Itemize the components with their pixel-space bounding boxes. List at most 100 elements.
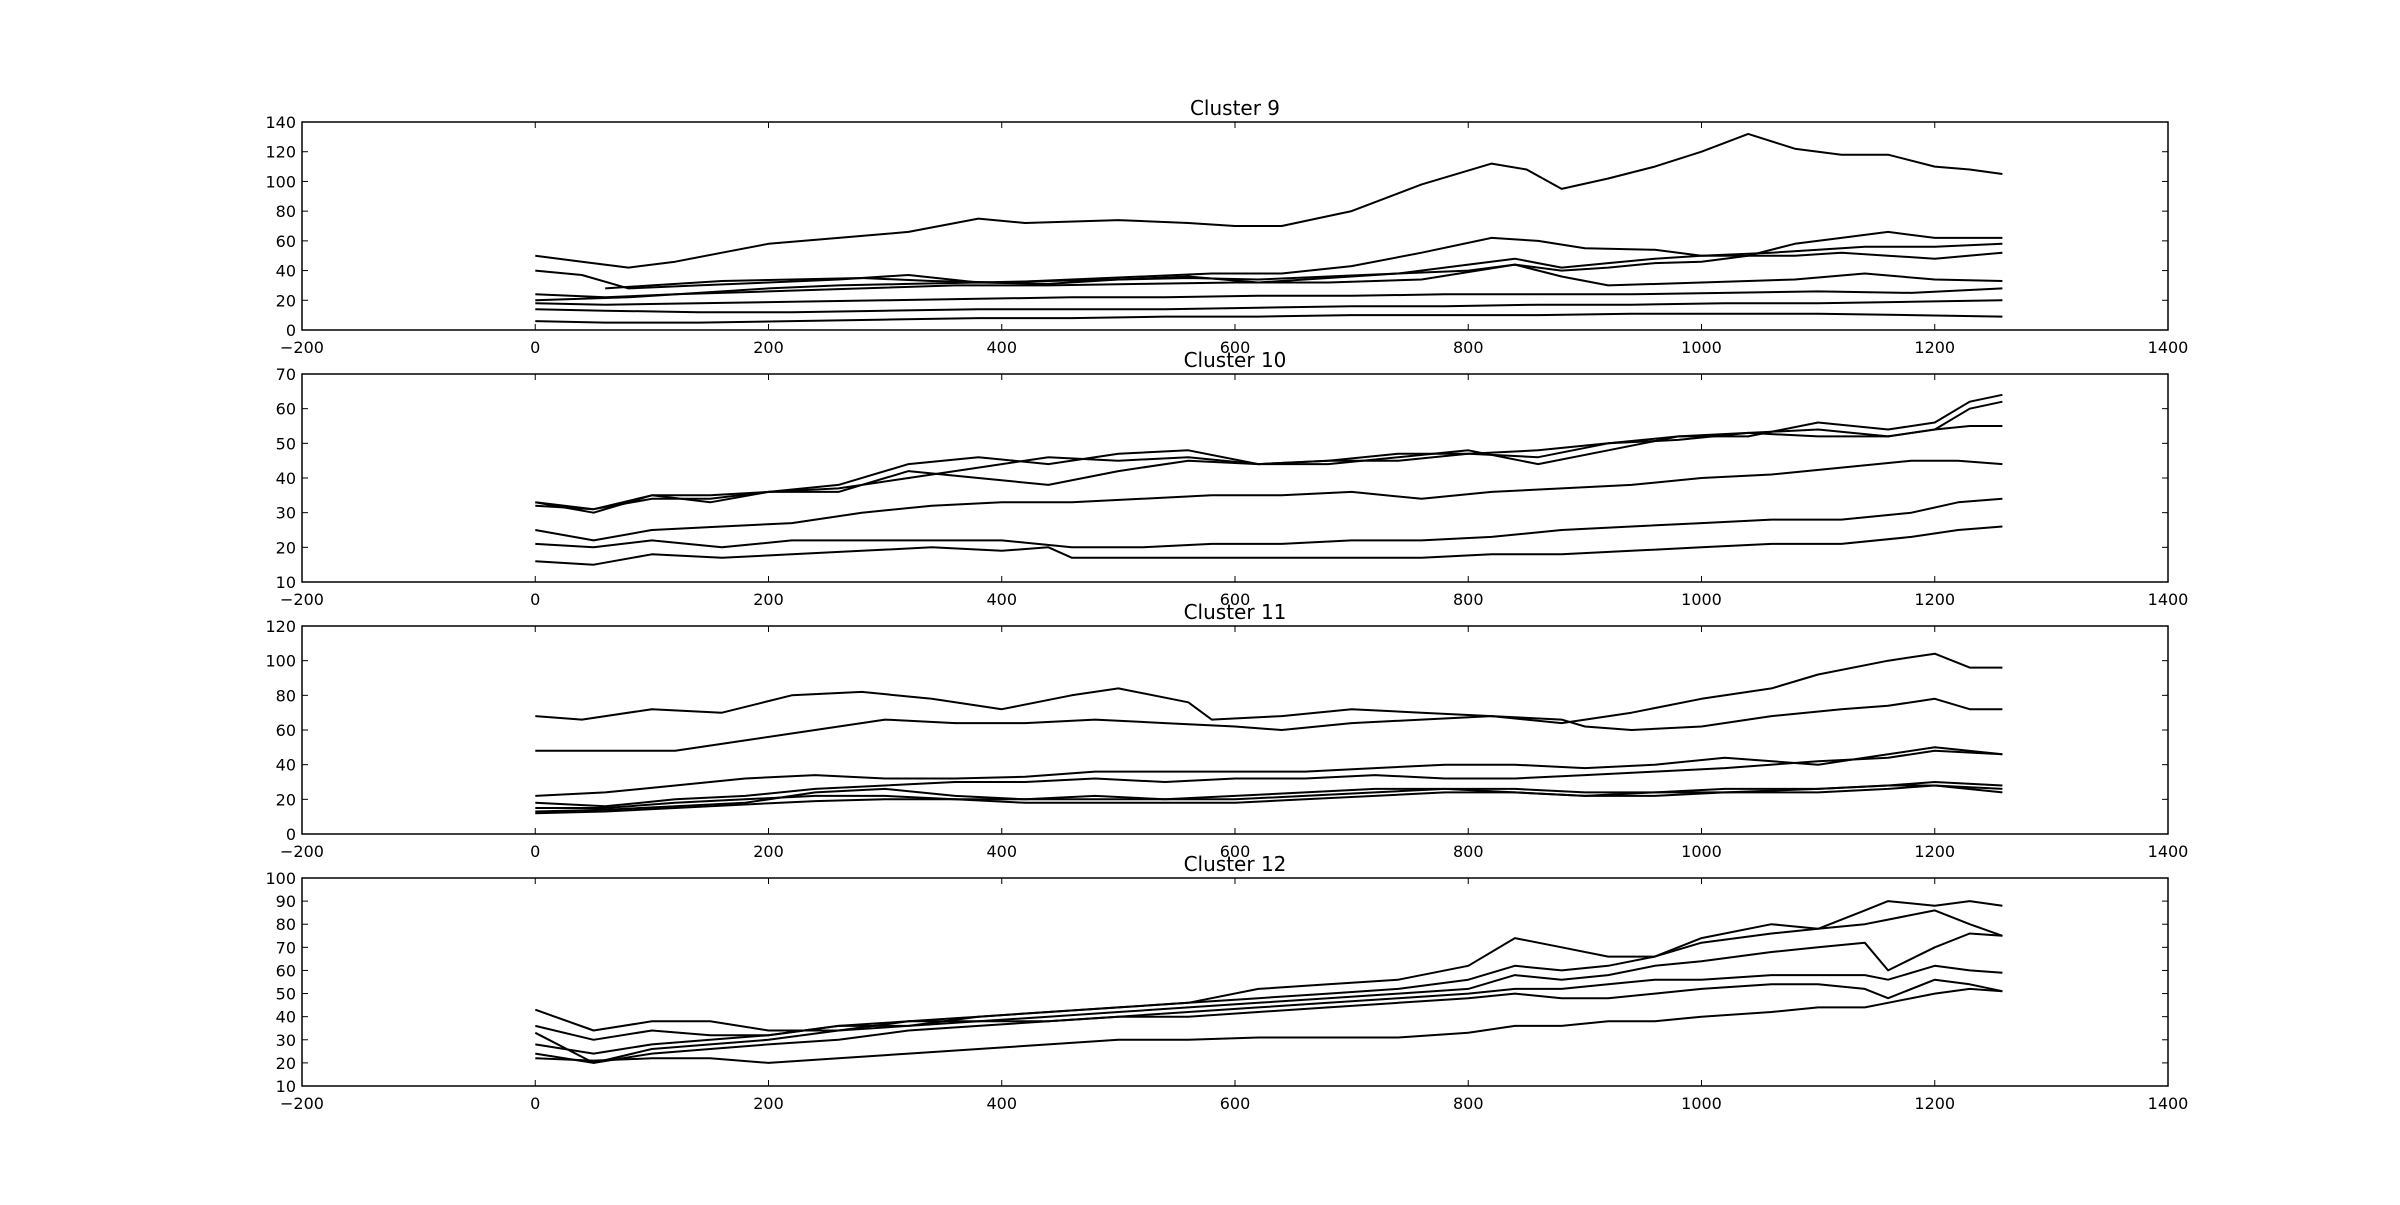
y-tick-label: 20 [276,538,296,557]
x-tick-label: 0 [530,338,540,357]
x-tick-label: 800 [1453,1094,1484,1113]
series-line-5 [535,978,2003,1064]
y-tick-label: 40 [276,469,296,488]
chart-title: Cluster 12 [1184,852,1287,876]
y-tick-label: 40 [276,1008,296,1027]
series-line-8 [535,312,2003,324]
chart-panel-2: −200 0 200 400 600 800 1000 1200 1400 10 20 30 40 50 6… [276,348,2189,609]
y-tick-label: 80 [276,202,296,221]
series-line-6 [535,287,2003,306]
x-tick-label: 1200 [1914,842,1955,861]
series-line-6 [535,525,2003,566]
x-tick-label: 1000 [1681,590,1722,609]
series-line-6 [535,987,2003,1064]
y-tick-label: 0 [286,321,296,340]
x-tick-label: −200 [280,338,324,357]
chart-title: Cluster 10 [1184,348,1287,372]
chart-panel-1: −200 0 200 400 600 800 1000 1200 140002040608010… [265,96,2188,357]
y-tick-label: 100 [265,172,296,191]
x-tick-label: 1000 [1681,842,1722,861]
y-tick-label: 120 [265,617,296,636]
x-tick-label: 0 [530,842,540,861]
series-line-4 [535,749,2003,808]
y-tick-label: 40 [276,756,296,775]
x-tick-label: 600 [1220,338,1251,357]
x-tick-label: 1200 [1914,338,1955,357]
series-line-3 [535,746,2003,797]
y-tick-label: 60 [276,721,296,740]
series-line-4 [535,964,2003,1055]
x-tick-label: 400 [986,1094,1017,1113]
y-tick-label: 10 [276,1077,296,1096]
series-line-1 [534,900,2003,1032]
y-tick-label: 80 [276,915,296,934]
x-tick-label: 1400 [2148,590,2189,609]
x-tick-label: 1200 [1914,1094,1955,1113]
x-tick-label: 400 [986,590,1017,609]
x-tick-label: 200 [753,842,784,861]
x-tick-label: 600 [1220,590,1251,609]
y-tick-label: 0 [286,825,296,844]
series-line-6 [535,784,2003,813]
y-tick-label: 120 [265,143,296,162]
y-tick-label: 30 [276,504,296,523]
chart-panel-4: −200 0 200 400 600 800 1000 1200 1400 10 20 30 40 50 6… [265,852,2188,1113]
y-tick-label: 100 [265,869,296,888]
series-line-5 [535,263,2003,299]
y-tick-label: 140 [265,113,296,132]
x-tick-label: 1400 [2148,338,2189,357]
x-tick-label: 400 [986,338,1017,357]
series-line-7 [535,784,2003,815]
y-tick-label: 80 [276,686,296,705]
x-tick-label: 1000 [1681,1094,1722,1113]
y-tick-label: 20 [276,1054,296,1073]
y-tick-label: 40 [276,262,296,281]
series-line-7 [535,299,2003,314]
x-tick-label: 0 [530,590,540,609]
y-tick-label: 70 [276,938,296,957]
series-line-4 [535,459,2003,542]
x-tick-label: 1200 [1914,590,1955,609]
series-line-2 [535,697,2003,752]
x-tick-label: −200 [280,842,324,861]
x-tick-label: 1400 [2148,842,2189,861]
x-tick-label: −200 [280,1094,324,1113]
series-line-1 [535,132,2003,269]
series-line-3 [535,425,2003,511]
x-tick-label: 200 [753,590,784,609]
y-tick-label: 50 [276,985,296,1004]
y-tick-label: 10 [276,573,296,592]
y-tick-label: 30 [276,1031,296,1050]
y-tick-label: 70 [276,365,296,384]
series-line-3 [534,932,2003,1064]
x-tick-label: 800 [1453,590,1484,609]
y-tick-label: 90 [276,892,296,911]
series-line-3 [605,236,2003,290]
x-tick-label: 1000 [1681,338,1722,357]
y-tick-label: 50 [276,434,296,453]
y-tick-label: 20 [276,790,296,809]
x-tick-label: 600 [1220,842,1251,861]
x-tick-label: 200 [753,1094,784,1113]
y-tick-label: 100 [265,652,296,671]
series-line-1 [535,652,2003,725]
series-line-5 [535,497,2003,549]
x-tick-label: 400 [986,842,1017,861]
x-tick-label: 1400 [2148,1094,2189,1113]
x-tick-label: 0 [530,1094,540,1113]
x-tick-label: 800 [1453,842,1484,861]
y-tick-label: 20 [276,291,296,310]
y-tick-label: 60 [276,961,296,980]
series-line-4 [535,251,2003,302]
x-tick-label: 200 [753,338,784,357]
x-tick-label: 800 [1453,338,1484,357]
y-tick-label: 60 [276,232,296,251]
x-tick-label: −200 [280,590,324,609]
chart-title: Cluster 9 [1190,96,1280,120]
x-tick-label: 600 [1220,1094,1251,1113]
chart-title: Cluster 11 [1184,600,1287,624]
chart-panel-3: −200 0 200 400 600 800 1000 1200 140002040608010… [265,600,2188,861]
y-tick-label: 60 [276,400,296,419]
